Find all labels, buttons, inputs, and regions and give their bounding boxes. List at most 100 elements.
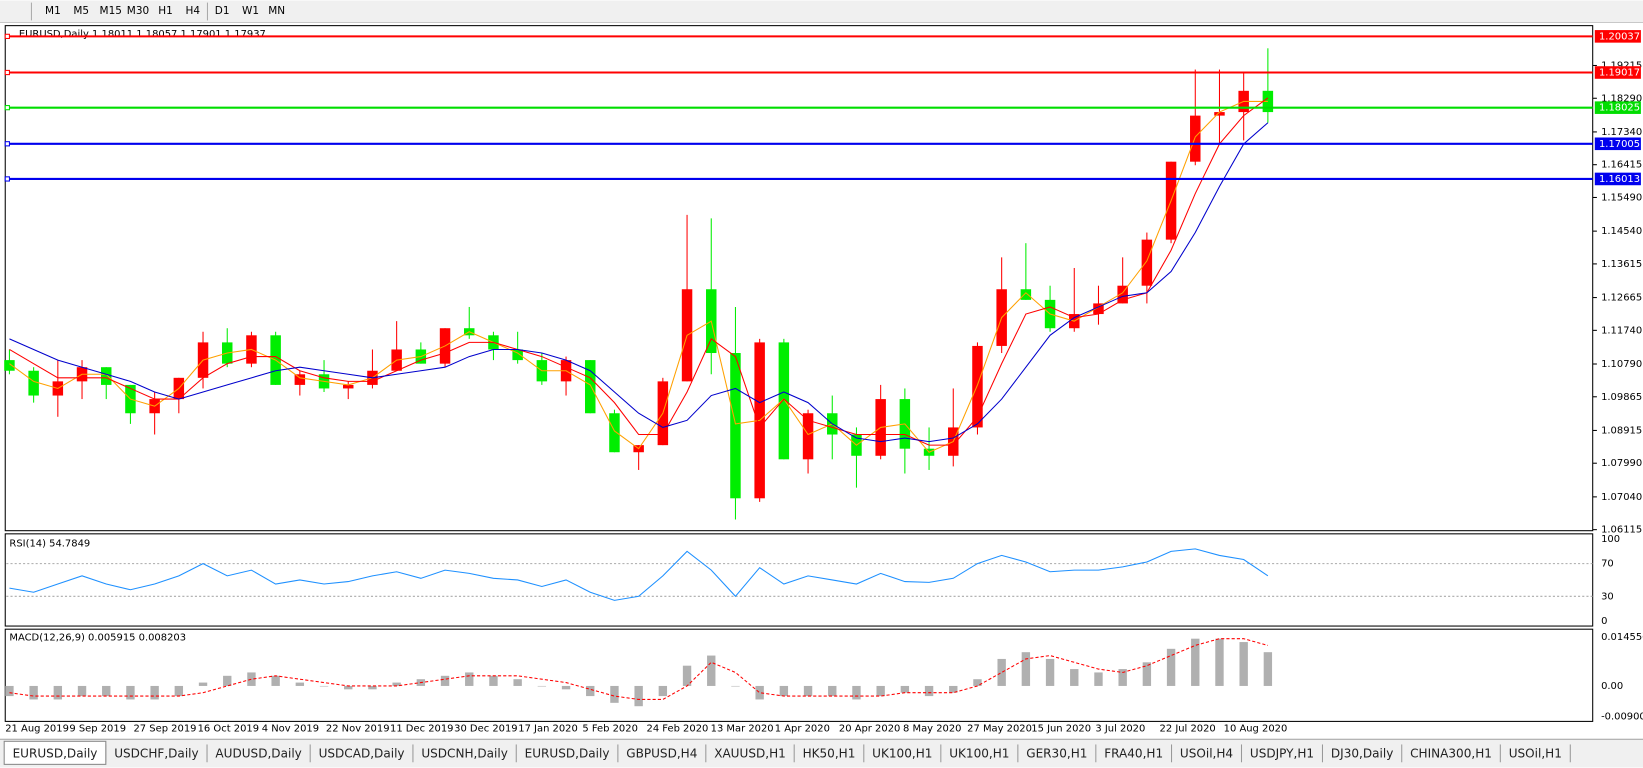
tab[interactable]: DJ30,Daily bbox=[1331, 746, 1393, 760]
macd-bar bbox=[973, 679, 982, 686]
x-tick-label: 4 Nov 2019 bbox=[262, 724, 319, 735]
period-button[interactable]: M5 bbox=[73, 5, 89, 17]
macd-bar bbox=[610, 685, 619, 703]
macd-bar bbox=[102, 685, 111, 697]
candle-body bbox=[1093, 303, 1104, 315]
level-label-box bbox=[1594, 137, 1641, 151]
macd-bar bbox=[1118, 669, 1127, 686]
y-tick-label: 1.09865 bbox=[1601, 392, 1642, 403]
macd-bar bbox=[53, 685, 63, 700]
x-tick-label: 21 Aug 2019 bbox=[5, 724, 69, 735]
period-button[interactable]: D1 bbox=[215, 5, 230, 17]
tab[interactable]: USDJPY,H1 bbox=[1250, 746, 1314, 760]
candle-body bbox=[1141, 239, 1153, 286]
macd-bar bbox=[682, 665, 692, 686]
rsi-panel bbox=[4, 533, 1594, 627]
macd-bar bbox=[731, 685, 740, 687]
tab[interactable]: AUDUSD,Daily bbox=[215, 746, 301, 760]
macd-bar bbox=[1094, 672, 1103, 686]
macd-bar bbox=[1239, 642, 1248, 686]
level-label: 1.18025 bbox=[1599, 103, 1640, 114]
candle-body bbox=[778, 342, 790, 460]
tab[interactable]: USOil,H4 bbox=[1180, 746, 1233, 760]
macd-bar bbox=[489, 675, 498, 686]
macd-bar bbox=[949, 685, 958, 693]
level-handle[interactable] bbox=[4, 69, 10, 76]
candle-body bbox=[972, 345, 983, 428]
level-handle[interactable] bbox=[4, 141, 10, 147]
level-label: 1.17005 bbox=[1599, 139, 1640, 150]
tab[interactable]: USOil,H1 bbox=[1509, 746, 1562, 760]
macd-bar bbox=[368, 685, 377, 690]
y-tick-label: 1.19215 bbox=[1601, 60, 1642, 71]
candle-body bbox=[802, 413, 814, 460]
period-button[interactable]: W1 bbox=[242, 5, 259, 17]
candle-body bbox=[1020, 289, 1032, 300]
period-button[interactable]: M1 bbox=[45, 5, 61, 17]
period-button[interactable]: MN bbox=[268, 5, 285, 17]
y-tick-label: 1.06115 bbox=[1601, 525, 1642, 536]
tab[interactable]: EURUSD,Daily bbox=[13, 746, 98, 760]
rsi-title: RSI(14) 54.7849 bbox=[9, 538, 90, 549]
tab[interactable]: XAUUSD,H1 bbox=[714, 746, 786, 760]
y-tick-label: 1.07990 bbox=[1601, 458, 1642, 469]
moving-average bbox=[9, 97, 1269, 446]
tab[interactable]: UK100,H1 bbox=[872, 746, 932, 760]
macd-bar bbox=[852, 685, 861, 700]
macd-tick-label: -0.009001 bbox=[1601, 711, 1643, 722]
x-tick-label: 1 Apr 2020 bbox=[775, 724, 830, 735]
macd-bar bbox=[174, 685, 184, 697]
x-tick-label: 27 May 2020 bbox=[967, 724, 1032, 735]
macd-bar bbox=[392, 682, 401, 686]
candle-body bbox=[730, 353, 741, 499]
level-handle[interactable] bbox=[4, 105, 10, 111]
y-tick-label: 1.13615 bbox=[1601, 259, 1642, 270]
tab[interactable]: CHINA300,H1 bbox=[1410, 746, 1492, 760]
macd-bar bbox=[247, 672, 256, 686]
tab[interactable]: USDCAD,Daily bbox=[319, 746, 405, 760]
macd-bar bbox=[1021, 652, 1031, 686]
tab[interactable]: FRA40,H1 bbox=[1104, 746, 1163, 760]
level-label: 1.20037 bbox=[1599, 31, 1640, 42]
x-tick-label: 16 Oct 2019 bbox=[198, 724, 259, 735]
level-label-box bbox=[1594, 101, 1641, 114]
macd-bar bbox=[271, 675, 280, 686]
level-handle[interactable] bbox=[4, 176, 10, 182]
candle-body bbox=[1214, 112, 1225, 116]
candle-body bbox=[294, 374, 306, 385]
tab-bar bbox=[0, 739, 1643, 768]
tab[interactable]: HK50,H1 bbox=[803, 746, 856, 760]
x-tick-label: 17 Jan 2020 bbox=[518, 724, 578, 735]
y-tick-label: 1.18290 bbox=[1601, 93, 1642, 104]
x-tick-label: 11 Dec 2019 bbox=[390, 724, 453, 735]
macd-bar bbox=[997, 658, 1006, 686]
level-handle[interactable] bbox=[4, 33, 10, 39]
x-tick-label: 24 Feb 2020 bbox=[647, 724, 709, 735]
y-tick-label: 1.07040 bbox=[1601, 492, 1642, 503]
macd-panel bbox=[4, 628, 1594, 722]
period-button[interactable]: H4 bbox=[185, 5, 200, 17]
rsi-line bbox=[9, 548, 1269, 601]
candle-body bbox=[100, 367, 112, 385]
rsi-tick-label: 0 bbox=[1601, 616, 1607, 627]
level-label: 1.19017 bbox=[1599, 68, 1640, 79]
period-button[interactable]: M30 bbox=[127, 5, 149, 17]
macd-bar bbox=[828, 685, 837, 697]
macd-bar bbox=[150, 685, 159, 700]
tab[interactable]: USDCNH,Daily bbox=[421, 746, 508, 760]
y-tick-label: 1.17340 bbox=[1601, 127, 1642, 138]
macd-bar bbox=[295, 682, 305, 686]
macd-bar bbox=[29, 685, 38, 700]
rsi-tick-label: 70 bbox=[1601, 559, 1614, 570]
tab[interactable]: GER30,H1 bbox=[1026, 746, 1087, 760]
period-button[interactable]: M15 bbox=[100, 5, 122, 17]
tab[interactable]: USDCHF,Daily bbox=[114, 746, 198, 760]
x-tick-label: 3 Jul 2020 bbox=[1095, 724, 1145, 735]
tab[interactable]: UK100,H1 bbox=[949, 746, 1009, 760]
tab[interactable]: EURUSD,Daily bbox=[525, 746, 610, 760]
period-button[interactable]: H1 bbox=[158, 5, 173, 17]
candle-body bbox=[585, 360, 596, 414]
tab[interactable]: GBPUSD,H4 bbox=[626, 746, 697, 760]
macd-bar bbox=[465, 672, 474, 686]
